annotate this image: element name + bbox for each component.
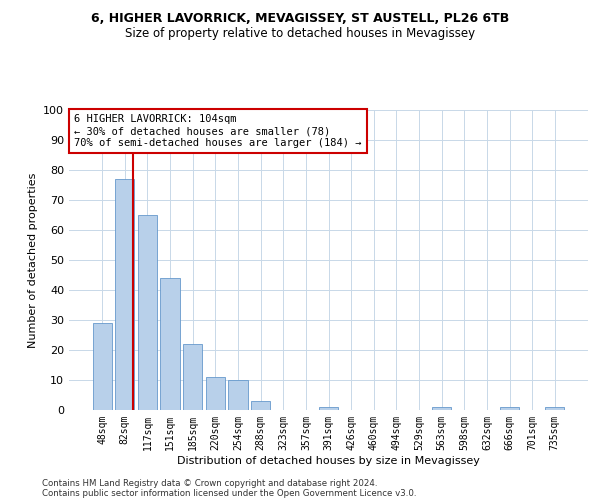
Bar [545, 407, 565, 410]
Text: 6, HIGHER LAVORRICK, MEVAGISSEY, ST AUSTELL, PL26 6TB: 6, HIGHER LAVORRICK, MEVAGISSEY, ST AUST… [91, 12, 509, 26]
Bar [183, 344, 202, 410]
Bar [432, 407, 451, 410]
Bar [229, 380, 248, 410]
Y-axis label: Number of detached properties: Number of detached properties [28, 172, 38, 348]
Bar [500, 407, 519, 410]
Text: 6 HIGHER LAVORRICK: 104sqm
← 30% of detached houses are smaller (78)
70% of semi: 6 HIGHER LAVORRICK: 104sqm ← 30% of deta… [74, 114, 362, 148]
Bar [319, 407, 338, 410]
Text: Contains HM Land Registry data © Crown copyright and database right 2024.: Contains HM Land Registry data © Crown c… [42, 478, 377, 488]
Text: Contains public sector information licensed under the Open Government Licence v3: Contains public sector information licen… [42, 488, 416, 498]
Bar [160, 278, 180, 410]
Bar [206, 377, 225, 410]
X-axis label: Distribution of detached houses by size in Mevagissey: Distribution of detached houses by size … [177, 456, 480, 466]
Bar [115, 179, 134, 410]
Text: Size of property relative to detached houses in Mevagissey: Size of property relative to detached ho… [125, 28, 475, 40]
Bar [251, 401, 270, 410]
Bar [138, 215, 157, 410]
Bar [92, 323, 112, 410]
